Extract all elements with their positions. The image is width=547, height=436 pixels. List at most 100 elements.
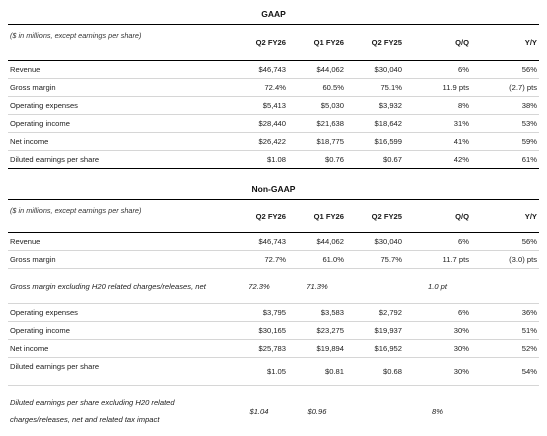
cell: 56%: [471, 61, 539, 79]
cell: $30,040: [346, 61, 404, 79]
cell: [471, 269, 539, 304]
cell: $46,743: [230, 233, 288, 251]
row-label: Net income: [8, 133, 230, 151]
nongaap-row-operating-income: Operating income $30,165 $23,275 $19,937…: [8, 322, 539, 340]
nongaap-row-gross-margin-ex-h20: Gross margin excluding H20 related charg…: [8, 269, 539, 304]
cell: [346, 386, 404, 436]
cell: 61.0%: [288, 251, 346, 269]
nongaap-row-diluted-eps-ex-h20: Diluted earnings per share excluding H20…: [8, 386, 539, 436]
cell: 11.7 pts: [404, 251, 471, 269]
cell: 6%: [404, 61, 471, 79]
gaap-section-title: GAAP: [0, 9, 547, 19]
row-label: Operating expenses: [8, 97, 230, 115]
gaap-row-operating-expenses: Operating expenses $5,413 $5,030 $3,932 …: [8, 97, 539, 115]
cell: $19,937: [346, 322, 404, 340]
gaap-col-qq: Q/Q: [404, 25, 471, 61]
cell: $5,030: [288, 97, 346, 115]
cell: $3,583: [288, 304, 346, 322]
row-label: Diluted earnings per share: [8, 358, 230, 386]
cell: 30%: [404, 358, 471, 386]
cell: 60.5%: [288, 79, 346, 97]
gaap-row-net-income: Net income $26,422 $18,775 $16,599 41% 5…: [8, 133, 539, 151]
cell: $1.04: [230, 386, 288, 436]
cell: 8%: [404, 97, 471, 115]
cell: $44,062: [288, 61, 346, 79]
cell: $30,040: [346, 233, 404, 251]
row-label: Revenue: [8, 61, 230, 79]
gaap-units-note: ($ in millions, except earnings per shar…: [8, 25, 230, 61]
cell: $28,440: [230, 115, 288, 133]
cell: [346, 269, 404, 304]
row-label: Gross margin excluding H20 related charg…: [8, 269, 230, 304]
cell: $0.81: [288, 358, 346, 386]
cell: (3.0) pts: [471, 251, 539, 269]
nongaap-row-operating-expenses: Operating expenses $3,795 $3,583 $2,792 …: [8, 304, 539, 322]
gaap-col-q1fy26: Q1 FY26: [288, 25, 346, 61]
cell: 75.1%: [346, 79, 404, 97]
cell: $44,062: [288, 233, 346, 251]
cell: 52%: [471, 340, 539, 358]
gaap-row-diluted-eps: Diluted earnings per share $1.08 $0.76 $…: [8, 151, 539, 169]
row-label: Net income: [8, 340, 230, 358]
cell: $0.68: [346, 358, 404, 386]
nongaap-section-title: Non-GAAP: [0, 184, 547, 194]
row-label: Diluted earnings per share excluding H20…: [8, 386, 230, 436]
cell: 36%: [471, 304, 539, 322]
cell: $18,642: [346, 115, 404, 133]
cell: 59%: [471, 133, 539, 151]
cell: 6%: [404, 233, 471, 251]
row-label: Gross margin: [8, 79, 230, 97]
cell: $26,422: [230, 133, 288, 151]
nongaap-table: ($ in millions, except earnings per shar…: [8, 199, 539, 436]
cell: $18,775: [288, 133, 346, 151]
nongaap-header-row: ($ in millions, except earnings per shar…: [8, 200, 539, 233]
gaap-col-q2fy25: Q2 FY25: [346, 25, 404, 61]
gaap-header-row: ($ in millions, except earnings per shar…: [8, 25, 539, 61]
cell: 51%: [471, 322, 539, 340]
cell: 72.3%: [230, 269, 288, 304]
row-label: Diluted earnings per share: [8, 151, 230, 169]
nongaap-row-diluted-eps: Diluted earnings per share $1.05 $0.81 $…: [8, 358, 539, 386]
cell: 75.7%: [346, 251, 404, 269]
gaap-table: ($ in millions, except earnings per shar…: [8, 24, 539, 169]
cell: 38%: [471, 97, 539, 115]
cell: $5,413: [230, 97, 288, 115]
nongaap-col-q1fy26: Q1 FY26: [288, 200, 346, 233]
cell: $19,894: [288, 340, 346, 358]
cell: 30%: [404, 322, 471, 340]
gaap-row-gross-margin: Gross margin 72.4% 60.5% 75.1% 11.9 pts …: [8, 79, 539, 97]
cell: $1.08: [230, 151, 288, 169]
nongaap-row-net-income: Net income $25,783 $19,894 $16,952 30% 5…: [8, 340, 539, 358]
cell: (2.7) pts: [471, 79, 539, 97]
nongaap-row-gross-margin: Gross margin 72.7% 61.0% 75.7% 11.7 pts …: [8, 251, 539, 269]
nongaap-row-revenue: Revenue $46,743 $44,062 $30,040 6% 56%: [8, 233, 539, 251]
cell: $21,638: [288, 115, 346, 133]
cell: 30%: [404, 340, 471, 358]
row-label: Revenue: [8, 233, 230, 251]
cell: $46,743: [230, 61, 288, 79]
row-label: Operating expenses: [8, 304, 230, 322]
cell: 11.9 pts: [404, 79, 471, 97]
cell: $23,275: [288, 322, 346, 340]
cell: 61%: [471, 151, 539, 169]
cell: 31%: [404, 115, 471, 133]
row-label: Gross margin: [8, 251, 230, 269]
row-label: Operating income: [8, 115, 230, 133]
nongaap-col-yy: Y/Y: [471, 200, 539, 233]
cell: 41%: [404, 133, 471, 151]
cell: $16,599: [346, 133, 404, 151]
cell: $3,795: [230, 304, 288, 322]
cell: $16,952: [346, 340, 404, 358]
cell: 1.0 pt: [404, 269, 471, 304]
row-label: Operating income: [8, 322, 230, 340]
cell: $0.96: [288, 386, 346, 436]
gaap-col-yy: Y/Y: [471, 25, 539, 61]
nongaap-col-q2fy25: Q2 FY25: [346, 200, 404, 233]
cell: [471, 386, 539, 436]
cell: $1.05: [230, 358, 288, 386]
nongaap-units-note: ($ in millions, except earnings per shar…: [8, 200, 230, 233]
gaap-row-revenue: Revenue $46,743 $44,062 $30,040 6% 56%: [8, 61, 539, 79]
cell: 42%: [404, 151, 471, 169]
cell: 54%: [471, 358, 539, 386]
cell: 6%: [404, 304, 471, 322]
